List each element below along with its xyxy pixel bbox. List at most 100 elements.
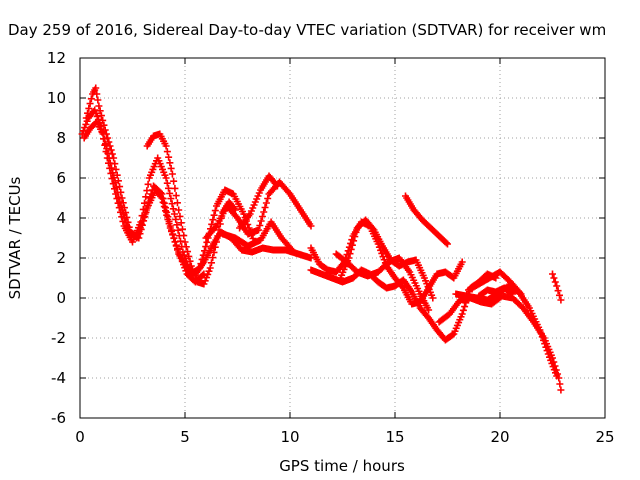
data-point bbox=[181, 264, 189, 272]
data-point bbox=[112, 183, 120, 191]
data-point bbox=[122, 209, 130, 217]
data-point bbox=[162, 207, 169, 215]
data-point bbox=[553, 282, 561, 290]
data-point bbox=[100, 121, 108, 129]
data-point bbox=[169, 205, 177, 213]
y-tick-label: 8 bbox=[56, 129, 66, 147]
data-point bbox=[209, 216, 217, 224]
data-point bbox=[106, 142, 114, 150]
data-point bbox=[177, 219, 185, 227]
data-point bbox=[540, 336, 547, 344]
data-point bbox=[94, 96, 102, 104]
data-point bbox=[210, 248, 218, 256]
data-point bbox=[93, 90, 101, 98]
data-point bbox=[205, 267, 213, 275]
data-point bbox=[200, 280, 208, 288]
data-point bbox=[208, 220, 216, 228]
data-point bbox=[261, 204, 269, 211]
data-point bbox=[287, 245, 295, 252]
data-point bbox=[507, 289, 515, 297]
data-point bbox=[125, 223, 133, 231]
data-point bbox=[211, 207, 219, 215]
data-point bbox=[543, 347, 551, 355]
data-point bbox=[95, 102, 103, 110]
data-point bbox=[174, 245, 181, 253]
series-track-7 bbox=[236, 172, 281, 232]
data-point bbox=[536, 326, 544, 334]
x-axis-title: GPS time / hours bbox=[279, 457, 405, 475]
data-point bbox=[136, 230, 144, 238]
data-point bbox=[549, 270, 556, 278]
data-point bbox=[165, 153, 173, 161]
data-point bbox=[92, 109, 100, 117]
y-tick-label: 0 bbox=[56, 289, 66, 307]
data-point bbox=[541, 340, 549, 348]
data-point bbox=[137, 225, 145, 233]
data-point bbox=[209, 254, 217, 262]
x-tick-label: 10 bbox=[280, 428, 299, 446]
data-point bbox=[162, 174, 170, 182]
data-point bbox=[159, 198, 167, 206]
data-point bbox=[544, 350, 552, 358]
data-point bbox=[168, 170, 176, 178]
data-point bbox=[185, 252, 193, 260]
data-point bbox=[554, 287, 562, 295]
data-point bbox=[516, 289, 524, 296]
data-point bbox=[100, 135, 108, 143]
y-tick-label: 10 bbox=[47, 89, 66, 107]
data-point bbox=[172, 192, 180, 200]
data-point bbox=[548, 359, 556, 367]
y-axis-title: SDTVAR / TECUs bbox=[6, 176, 24, 299]
data-point bbox=[175, 206, 183, 214]
data-point bbox=[184, 248, 192, 256]
data-point bbox=[82, 120, 90, 128]
data-point bbox=[352, 228, 360, 236]
data-point bbox=[113, 171, 121, 179]
data-point bbox=[556, 291, 563, 299]
data-point bbox=[517, 290, 525, 298]
data-point bbox=[257, 217, 265, 225]
y-tick-label: 2 bbox=[56, 249, 66, 267]
data-point bbox=[102, 130, 110, 138]
data-point bbox=[111, 160, 119, 168]
data-point bbox=[174, 226, 182, 234]
data-point bbox=[537, 329, 545, 337]
data-point bbox=[104, 134, 112, 142]
data-point bbox=[272, 181, 280, 189]
x-tick-label: 5 bbox=[180, 428, 190, 446]
data-point bbox=[552, 369, 559, 377]
series-track-5 bbox=[202, 178, 315, 242]
series-track-6 bbox=[219, 218, 296, 254]
data-point bbox=[176, 212, 184, 220]
data-point bbox=[141, 213, 149, 221]
data-point bbox=[142, 208, 150, 216]
data-point bbox=[288, 246, 296, 254]
data-point bbox=[171, 210, 178, 218]
data-point bbox=[547, 356, 555, 364]
data-point bbox=[163, 148, 171, 156]
data-point bbox=[458, 258, 466, 266]
data-point bbox=[117, 188, 125, 196]
data-point bbox=[173, 221, 181, 229]
data-point bbox=[138, 221, 146, 229]
data-point bbox=[461, 303, 469, 311]
x-tick-label: 15 bbox=[385, 428, 404, 446]
data-point bbox=[553, 372, 561, 380]
data-point bbox=[107, 146, 115, 154]
data-point bbox=[187, 262, 195, 270]
data-point bbox=[202, 274, 210, 282]
data-point bbox=[204, 270, 212, 278]
data-point bbox=[164, 215, 172, 223]
data-point bbox=[158, 194, 166, 202]
data-point bbox=[81, 124, 89, 132]
data-point bbox=[108, 164, 115, 172]
data-point bbox=[307, 222, 315, 230]
data-point bbox=[550, 366, 558, 374]
data-point bbox=[191, 272, 199, 280]
data-point bbox=[116, 198, 124, 206]
data-point bbox=[105, 138, 113, 146]
data-point bbox=[425, 306, 433, 314]
data-point bbox=[557, 386, 565, 394]
data-point bbox=[163, 211, 171, 219]
